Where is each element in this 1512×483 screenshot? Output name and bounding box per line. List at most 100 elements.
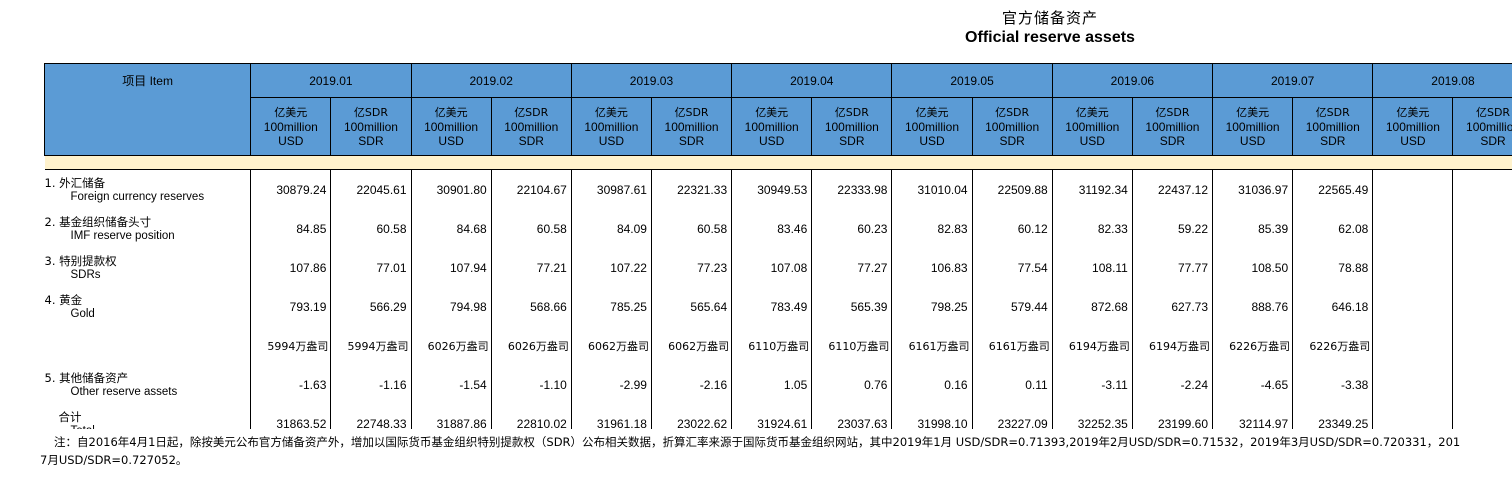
table-cell: [1372, 248, 1454, 287]
unit-label-cn: 亿美元: [915, 105, 949, 119]
table-cell: 6161万盎司: [891, 326, 973, 365]
table-cell: 60.58: [650, 209, 733, 248]
table-cell: 1.05: [731, 365, 813, 404]
month-header: 2019.07: [1212, 63, 1374, 98]
table-cell: 22509.88: [971, 169, 1053, 209]
table-cell: 77.27: [811, 248, 893, 287]
unit-header-usd: 亿美元 100million USD: [250, 97, 332, 156]
table-cell: 108.50: [1212, 248, 1294, 287]
table-cell: [1452, 365, 1512, 404]
table-cell: 77.23: [650, 248, 733, 287]
table-cell: -2.99: [570, 365, 652, 404]
table-cell: [1452, 404, 1512, 429]
table-row: 5994万盎司 5994万盎司 6026万盎司 6026万盎司 6062万盎司 6062万…: [44, 326, 1512, 365]
table-cell: 32114.97: [1212, 404, 1294, 429]
month-header: 2019.08: [1372, 63, 1512, 98]
row-label-english: IMF reserve position: [70, 229, 175, 242]
table-cell: 579.44: [971, 287, 1053, 326]
row-label: 2. 基金组织储备头寸 IMF reserve position: [44, 209, 252, 248]
table-cell: [1372, 169, 1454, 209]
table-cell: 84.85: [250, 209, 332, 248]
table-cell: 60.58: [330, 209, 412, 248]
unit-label-en2: USD: [1079, 133, 1105, 148]
table-cell: [1452, 169, 1512, 209]
unit-label-cn: 亿SDR: [353, 105, 388, 119]
unit-label-en1: 100million: [824, 119, 879, 134]
unit-label-cn: 亿SDR: [514, 105, 549, 119]
table-cell: 108.11: [1051, 248, 1133, 287]
unit-label-en1: 100million: [424, 119, 479, 134]
table-cell: 31961.18: [570, 404, 652, 429]
table-cell: 84.68: [410, 209, 492, 248]
table-cell: 62.08: [1292, 209, 1374, 248]
unit-label-cn: 亿美元: [1075, 105, 1109, 119]
unit-label-en2: SDR: [678, 133, 705, 148]
table-cell: [1452, 287, 1512, 326]
table-cell: 793.19: [250, 287, 332, 326]
table-cell: 798.25: [891, 287, 973, 326]
row-label-chinese: 3. 特别提款权: [44, 253, 117, 268]
unit-label-cn: 亿SDR: [1475, 105, 1511, 119]
month-header-row: 项目 Item 2019.01 2019.02 2019.03 2019.04 2019…: [44, 63, 1512, 156]
table-cell: 32252.35: [1051, 404, 1133, 429]
table-cell: 785.25: [570, 287, 652, 326]
unit-label-en2: USD: [598, 133, 625, 148]
table-cell: 23227.09: [971, 404, 1053, 429]
table-cell: 5994万盎司: [330, 326, 412, 365]
unit-label-en1: 100million: [504, 119, 559, 134]
table-cell: 77.77: [1131, 248, 1214, 287]
unit-label-en1: 100million: [343, 119, 398, 134]
table-cell: [1372, 404, 1454, 429]
table-cell: 30901.80: [410, 169, 492, 209]
table-cell: 6062万盎司: [570, 326, 652, 365]
unit-label-en1: 100million: [744, 119, 799, 134]
footnote: 注：自2016年4月1日起，除按美元公布官方储备资产外，增加以国际货币基金组织特…: [40, 433, 1512, 469]
row-label-english: Total: [45, 424, 250, 430]
unit-header-row: 亿美元 100million USD 亿SDR 100million SDR 亿美元 100m…: [45, 97, 1512, 156]
table-cell: -4.65: [1212, 365, 1294, 404]
table-row: 1. 外汇储备 Foreign currency reserves 30879.24…: [44, 169, 1512, 209]
unit-label-en1: 100million: [985, 119, 1040, 134]
table-cell: 23037.63: [811, 404, 893, 429]
table-cell: 60.12: [971, 209, 1053, 248]
table-cell: 5994万盎司: [250, 326, 332, 365]
table-row: 2. 基金组织储备头寸 IMF reserve position 84.85 60.5…: [44, 209, 1512, 248]
table-cell: 85.39: [1212, 209, 1294, 248]
footnote-line-2: 7月USD/SDR=0.727052。: [40, 453, 188, 467]
row-label-english: SDRs: [70, 268, 101, 281]
table-cell: 60.23: [811, 209, 893, 248]
table-cell: 783.49: [731, 287, 813, 326]
table-cell: 107.94: [410, 248, 492, 287]
unit-header-usd: 亿美元 100million USD: [1372, 97, 1454, 156]
table-cell: -3.38: [1292, 365, 1374, 404]
table-cell: 6062万盎司: [650, 326, 733, 365]
table-cell: 22333.98: [811, 169, 893, 209]
table-cell: 794.98: [410, 287, 492, 326]
table-cell: 0.16: [891, 365, 973, 404]
table-cell: -3.11: [1051, 365, 1133, 404]
unit-label-cn: 亿SDR: [1155, 105, 1190, 119]
table-cell: 22748.33: [330, 404, 412, 429]
table-cell: 6226万盎司: [1212, 326, 1294, 365]
unit-label-en1: 100million: [263, 119, 318, 134]
row-label-english: Other reserve assets: [70, 385, 178, 398]
table-cell: -1.16: [330, 365, 412, 404]
table-cell: 107.08: [731, 248, 813, 287]
table-cell: [1372, 287, 1454, 326]
row-label-chinese: 5. 其他储备资产: [44, 370, 129, 385]
reserve-table-viewport[interactable]: 项目 Item 2019.01 2019.02 2019.03 2019.04 2019…: [44, 63, 1512, 429]
table-cell: 31998.10: [891, 404, 973, 429]
table-cell: [1372, 365, 1454, 404]
table-cell: 22321.33: [650, 169, 733, 209]
row-label-chinese: 4. 黄金: [44, 292, 83, 307]
unit-label-en1: 100million: [584, 119, 639, 134]
table-cell: 30949.53: [731, 169, 813, 209]
table-cell: 83.46: [731, 209, 813, 248]
unit-label-cn: 亿SDR: [834, 105, 869, 119]
unit-label-en2: SDR: [518, 133, 544, 148]
table-cell: 23199.60: [1131, 404, 1214, 429]
